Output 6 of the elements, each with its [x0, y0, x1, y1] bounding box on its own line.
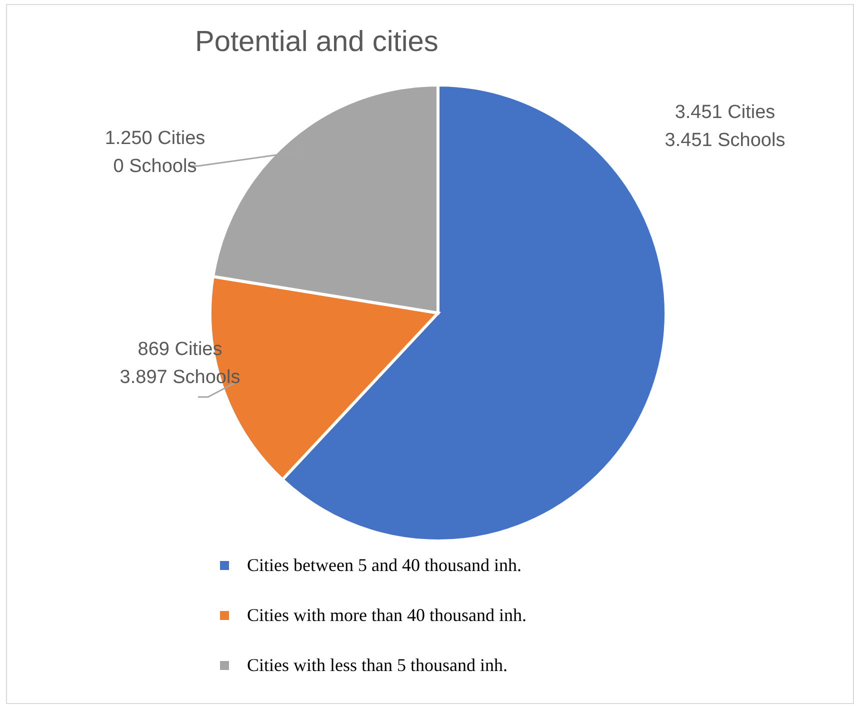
data-label: 3.451 Cities 3.451 Schools: [664, 102, 786, 150]
data-label: 1.250 Cities 0 Schools: [104, 128, 206, 176]
legend-label: Cities between 5 and 40 thousand inh.: [247, 554, 522, 576]
chart-title: Potential and cities: [195, 26, 438, 59]
legend-label: Cities with less than 5 thousand inh.: [247, 654, 508, 676]
legend-label: Cities with more than 40 thousand inh.: [247, 604, 526, 626]
